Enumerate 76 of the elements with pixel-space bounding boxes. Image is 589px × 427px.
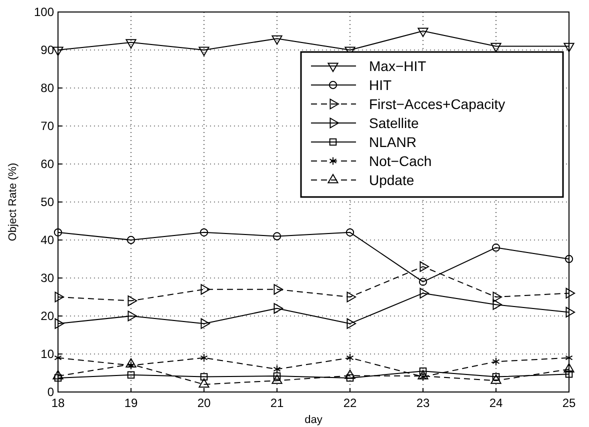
point — [492, 244, 500, 252]
x-tick-label: 19 — [124, 396, 138, 410]
y-tick-label: 30 — [40, 271, 54, 285]
x-tick-label: 24 — [489, 396, 503, 410]
legend-label: Satellite — [369, 115, 420, 131]
point — [419, 372, 427, 382]
x-axis-title: day — [304, 414, 323, 426]
point — [273, 364, 281, 374]
y-tick-label: 60 — [40, 157, 54, 171]
point — [492, 292, 502, 302]
point — [52, 46, 64, 56]
point — [344, 370, 356, 379]
point — [564, 363, 574, 372]
point — [127, 371, 135, 379]
point — [564, 42, 574, 52]
point — [272, 374, 282, 384]
point — [200, 354, 208, 362]
point — [54, 228, 62, 236]
point — [418, 28, 428, 38]
point — [52, 370, 64, 380]
point — [564, 254, 574, 264]
point — [126, 358, 136, 368]
point — [200, 284, 210, 295]
x-tick-label: 21 — [270, 396, 284, 410]
y-tick-label: 80 — [40, 81, 54, 95]
legend-label: Max−HIT — [369, 58, 427, 74]
y-axis-title: Object Rate (%) — [7, 162, 19, 242]
legend-label: Update — [369, 172, 414, 188]
point — [492, 299, 502, 310]
point — [490, 42, 502, 52]
point — [492, 357, 500, 366]
point — [418, 370, 428, 380]
point — [418, 278, 428, 286]
point — [200, 373, 208, 380]
point — [420, 261, 430, 272]
point — [274, 284, 284, 295]
point — [565, 370, 573, 378]
point — [198, 378, 210, 388]
point — [566, 288, 576, 299]
point — [272, 35, 282, 45]
x-tick-label: 23 — [416, 396, 430, 410]
x-tick-label: 18 — [51, 396, 65, 410]
y-tick-label: 20 — [40, 309, 54, 323]
y-tick-label: 50 — [40, 195, 54, 209]
point — [127, 361, 135, 370]
point — [128, 295, 138, 306]
point — [126, 39, 136, 48]
point — [54, 318, 64, 329]
point — [126, 236, 136, 244]
y-tick-label: 40 — [40, 233, 54, 247]
x-tick-label: 22 — [343, 396, 357, 410]
point — [490, 374, 502, 384]
point — [198, 46, 210, 56]
y-tick-label: 90 — [40, 43, 54, 57]
point — [200, 318, 210, 329]
y-tick-label: 0 — [47, 385, 54, 399]
y-tick-label: 70 — [40, 119, 54, 133]
point — [346, 354, 354, 362]
legend-label: NLANR — [369, 134, 416, 150]
x-tick-label: 20 — [197, 396, 211, 410]
point — [128, 310, 138, 322]
point — [346, 318, 356, 329]
point — [274, 303, 284, 314]
point — [200, 228, 208, 236]
y-tick-label: 10 — [40, 347, 54, 361]
legend-label: First−Acces+Capacity — [369, 96, 506, 112]
point — [566, 306, 576, 318]
point — [346, 228, 354, 236]
point — [54, 292, 64, 302]
legend-label: Not−Cach — [369, 153, 432, 169]
point — [272, 232, 282, 240]
y-tick-label: 100 — [34, 5, 54, 19]
legend-label: HIT — [369, 77, 392, 93]
point — [346, 292, 356, 302]
x-tick-label: 25 — [562, 396, 576, 410]
point — [420, 288, 430, 299]
